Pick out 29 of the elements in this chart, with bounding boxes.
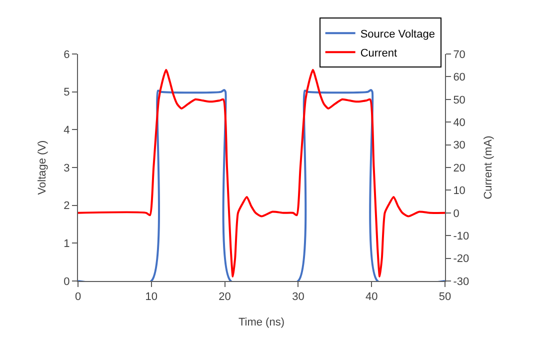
y-tick-label: 5 xyxy=(64,86,70,99)
y2-tick-label: 10 xyxy=(453,185,466,198)
x-tick-label: 40 xyxy=(365,291,378,304)
y2-tick-label: 50 xyxy=(453,94,466,106)
x-tick-label: 10 xyxy=(145,291,158,304)
y2-tick-label: -30 xyxy=(453,276,470,288)
x-tick-label: 0 xyxy=(74,291,82,304)
legend-label: Current xyxy=(360,47,398,60)
y-tick-label: 3 xyxy=(64,162,70,174)
y2-tick-label: 0 xyxy=(453,208,460,220)
y2-tick-label: 30 xyxy=(453,140,466,152)
y-axis-title: Voltage (V) xyxy=(36,140,48,195)
y2-tick-label: 20 xyxy=(453,162,466,174)
y-tick-label: 6 xyxy=(64,48,70,61)
legend-label: Source Voltage xyxy=(360,28,435,40)
y2-tick-label: 70 xyxy=(453,48,466,61)
x-tick-label: 20 xyxy=(218,291,231,304)
y2-tick-label: 40 xyxy=(453,116,466,129)
x-tick-label: 30 xyxy=(292,291,304,304)
y2-tick-label: -10 xyxy=(453,230,470,242)
x-axis-title: Time (ns) xyxy=(238,316,285,328)
y-tick-label: 2 xyxy=(64,200,70,212)
y2-axis-title: Current (mA) xyxy=(482,136,494,200)
y-tick-label: 4 xyxy=(64,124,70,137)
x-tick-label: 50 xyxy=(438,291,452,304)
y2-tick-label: -20 xyxy=(453,253,470,266)
y-tick-label: 0 xyxy=(64,276,70,288)
y2-tick-label: 60 xyxy=(453,72,466,84)
y-tick-label: 1 xyxy=(64,238,70,250)
